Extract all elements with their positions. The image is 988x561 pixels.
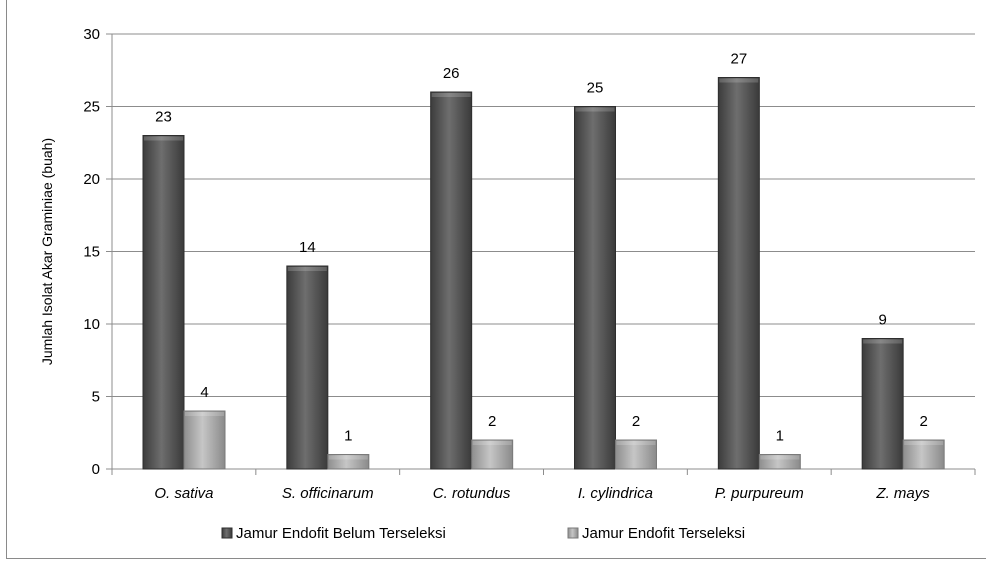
y-tick-label-30: 30 bbox=[83, 26, 100, 43]
bar-bevel-1-1 bbox=[328, 455, 368, 460]
x-category-label-5: Z. mays bbox=[875, 485, 930, 502]
x-category-label-2: C. rotundus bbox=[433, 485, 511, 502]
bar-bevel-1-0 bbox=[185, 412, 224, 416]
axes bbox=[106, 33, 976, 475]
legend-label-1: Jamur Endofit Terseleksi bbox=[582, 525, 745, 542]
bar-bevel-0-3 bbox=[575, 107, 615, 112]
x-category-label-1: S. officinarum bbox=[282, 485, 374, 502]
chart-frame bbox=[6, 0, 986, 559]
bars bbox=[142, 77, 945, 470]
bar-bevel-0-4 bbox=[719, 78, 759, 83]
data-label-0-3: 25 bbox=[587, 80, 604, 97]
bar-jamur-endofit-terseleksi-5 bbox=[902, 439, 945, 470]
gridlines bbox=[112, 33, 975, 397]
bar-bevel-1-3 bbox=[616, 441, 656, 445]
y-tick-label-10: 10 bbox=[83, 316, 100, 333]
bar-bevel-0-1 bbox=[287, 267, 327, 271]
bar-bevel-0-2 bbox=[431, 93, 471, 97]
legend: Jamur Endofit Belum Terseleksi Jamur Endo… bbox=[221, 525, 745, 542]
labels: 0 5 10 15 20 25 30 Jumlah Isolat Akar Graminiae… bbox=[39, 26, 930, 502]
data-label-1-3: 2 bbox=[632, 413, 640, 430]
data-label-0-5: 9 bbox=[878, 312, 886, 329]
data-label-1-1: 1 bbox=[344, 428, 352, 445]
y-axis-title: Jumlah Isolat Akar Graminiae (buah) bbox=[39, 138, 55, 365]
legend-swatch-0 bbox=[221, 527, 233, 539]
x-category-label-3: I. cylindrica bbox=[578, 485, 653, 502]
bar-bevel-1-2 bbox=[472, 441, 512, 445]
bar-jamur-endofit-belum-terseleksi-4 bbox=[717, 77, 760, 470]
bar-jamur-endofit-belum-terseleksi-0 bbox=[142, 135, 185, 470]
bar-bevel-0-5 bbox=[863, 339, 903, 344]
bar-jamur-endofit-terseleksi-4 bbox=[758, 454, 801, 470]
x-category-label-0: O. sativa bbox=[154, 485, 213, 502]
data-label-1-2: 2 bbox=[488, 413, 496, 430]
data-label-1-5: 2 bbox=[919, 413, 927, 430]
bar-bevel-1-5 bbox=[904, 441, 944, 445]
bar-jamur-endofit-belum-terseleksi-1 bbox=[286, 265, 329, 470]
bar-jamur-endofit-terseleksi-1 bbox=[327, 454, 370, 470]
y-tick-label-25: 25 bbox=[83, 99, 100, 116]
y-tick-label-15: 15 bbox=[83, 244, 100, 261]
data-label-0-2: 26 bbox=[443, 65, 460, 82]
y-tick-label-20: 20 bbox=[83, 171, 100, 188]
data-label-0-1: 14 bbox=[299, 239, 316, 256]
bar-jamur-endofit-terseleksi-3 bbox=[615, 439, 657, 470]
bar-jamur-endofit-belum-terseleksi-5 bbox=[861, 338, 904, 470]
bar-jamur-endofit-belum-terseleksi-2 bbox=[430, 91, 473, 470]
data-label-0-4: 27 bbox=[730, 51, 747, 68]
bar-jamur-endofit-terseleksi-0 bbox=[183, 410, 226, 470]
bar-jamur-endofit-terseleksi-2 bbox=[471, 439, 514, 470]
data-label-0-0: 23 bbox=[155, 109, 172, 126]
bar-bevel-0-0 bbox=[144, 136, 183, 141]
data-label-1-4: 1 bbox=[776, 428, 784, 445]
y-tick-label-0: 0 bbox=[92, 461, 100, 478]
legend-swatch-1 bbox=[567, 527, 579, 539]
legend-label-0: Jamur Endofit Belum Terseleksi bbox=[236, 525, 446, 542]
y-tick-label-5: 5 bbox=[92, 389, 100, 406]
bar-bevel-1-4 bbox=[760, 455, 800, 460]
data-label-1-0: 4 bbox=[200, 384, 208, 401]
bar-jamur-endofit-belum-terseleksi-3 bbox=[574, 106, 616, 470]
x-category-label-4: P. purpureum bbox=[715, 485, 804, 502]
